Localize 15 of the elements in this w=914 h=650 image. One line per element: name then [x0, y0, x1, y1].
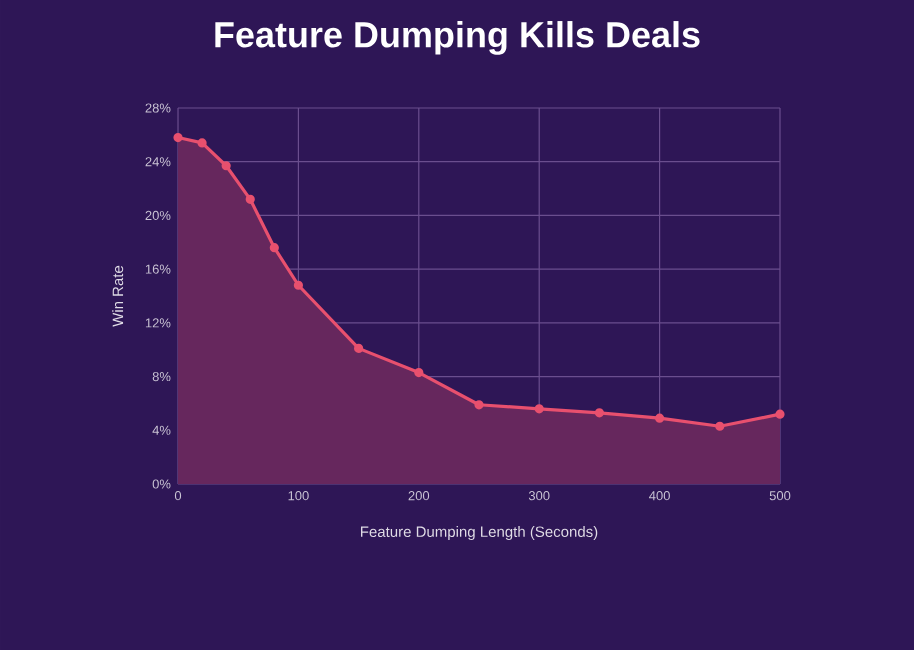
point — [775, 409, 785, 419]
point — [221, 161, 231, 171]
point — [534, 404, 544, 414]
point — [715, 421, 725, 431]
point — [245, 194, 255, 204]
point — [173, 132, 183, 143]
point — [197, 138, 207, 148]
point — [354, 343, 364, 353]
point — [474, 400, 484, 410]
point — [293, 280, 303, 290]
point — [594, 408, 604, 418]
point — [269, 243, 279, 253]
chart-title: Feature Dumping Kills Deals — [215, 21, 700, 55]
point — [414, 367, 424, 378]
point — [655, 413, 665, 423]
